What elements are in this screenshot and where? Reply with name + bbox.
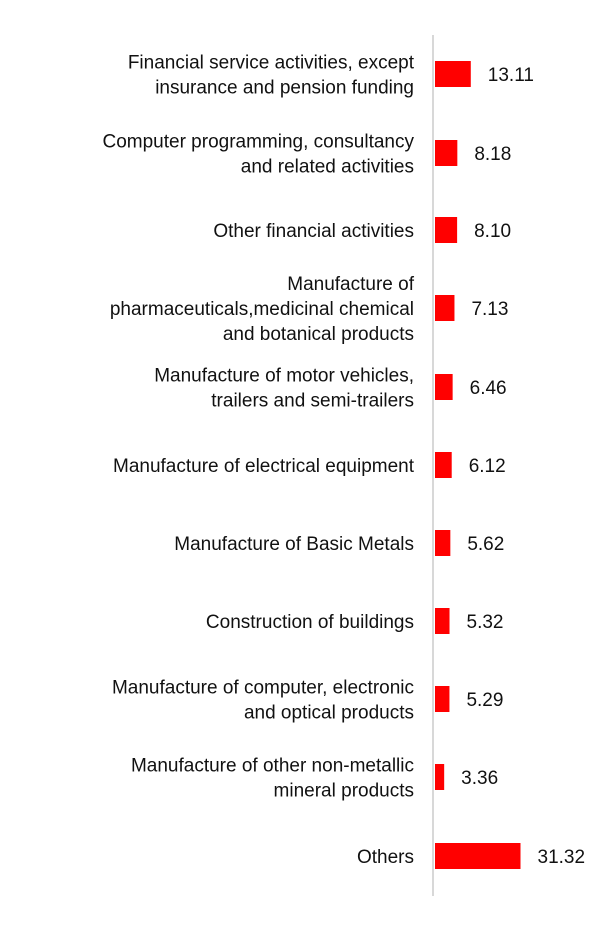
category-label-line: and related activities — [241, 157, 414, 178]
category-label-line: Manufacture of other non-metallic — [131, 756, 414, 777]
value-label-6: 5.62 — [467, 534, 504, 555]
category-label-line: Manufacture of computer, electronic — [112, 678, 414, 699]
category-label-1: Computer programming, consultancy and rel… — [102, 132, 414, 178]
category-label-3: Manufacture of pharmaceuticals,medicinal … — [110, 274, 415, 345]
category-label-line: Manufacture of — [287, 274, 414, 295]
category-label-line: pharmaceuticals,medicinal chemical — [110, 299, 414, 320]
category-label-line: insurance and pension funding — [155, 78, 414, 99]
value-label-9: 3.36 — [461, 768, 498, 789]
bar-6 — [435, 530, 451, 556]
category-label-line: mineral products — [274, 781, 414, 802]
bar-3 — [435, 295, 455, 321]
category-label-7: Construction of buildings — [206, 612, 414, 633]
bar-4 — [435, 374, 453, 400]
bar-9 — [435, 764, 445, 790]
value-label-7: 5.32 — [467, 612, 504, 633]
category-label-10: Others — [357, 847, 414, 868]
category-label-6: Manufacture of Basic Metals — [174, 534, 414, 555]
value-label-8: 5.29 — [466, 690, 503, 711]
value-label-3: 7.13 — [471, 299, 508, 320]
value-label-2: 8.10 — [474, 221, 511, 242]
category-label-line: trailers and semi-trailers — [211, 391, 414, 412]
category-label-line: Manufacture of motor vehicles, — [154, 366, 414, 387]
value-label-10: 31.32 — [538, 847, 586, 868]
category-label-line: Construction of buildings — [206, 612, 414, 633]
category-label-line: Manufacture of electrical equipment — [113, 456, 415, 477]
category-label-line: Other financial activities — [213, 221, 414, 242]
category-label-5: Manufacture of electrical equipment — [113, 456, 415, 477]
value-label-1: 8.18 — [474, 144, 511, 165]
category-label-0: Financial service activities, except insu… — [128, 53, 415, 99]
value-label-4: 6.46 — [470, 378, 507, 399]
bar-5 — [435, 452, 452, 478]
value-label-0: 13.11 — [488, 65, 534, 86]
category-label-line: Others — [357, 847, 414, 868]
chart-marks: 13.11 Financial service activities, excep… — [102, 53, 586, 869]
bar-8 — [435, 686, 450, 712]
bar-0 — [435, 61, 471, 87]
category-label-line: Financial service activities, except — [128, 53, 415, 74]
category-label-line: Manufacture of Basic Metals — [174, 534, 414, 555]
category-label-line: Computer programming, consultancy — [102, 132, 414, 153]
category-label-9: Manufacture of other non-metallic mineral… — [131, 756, 414, 802]
bar-2 — [435, 217, 458, 243]
bar-7 — [435, 608, 450, 634]
category-label-line: and botanical products — [223, 324, 414, 345]
category-label-2: Other financial activities — [213, 221, 414, 242]
bar-1 — [435, 140, 458, 166]
category-label-line: and optical products — [244, 703, 414, 724]
category-label-8: Manufacture of computer, electronic and o… — [112, 678, 414, 724]
category-label-4: Manufacture of motor vehicles, trailers a… — [154, 366, 414, 412]
value-label-5: 6.12 — [469, 456, 506, 477]
bar-10 — [435, 843, 521, 869]
